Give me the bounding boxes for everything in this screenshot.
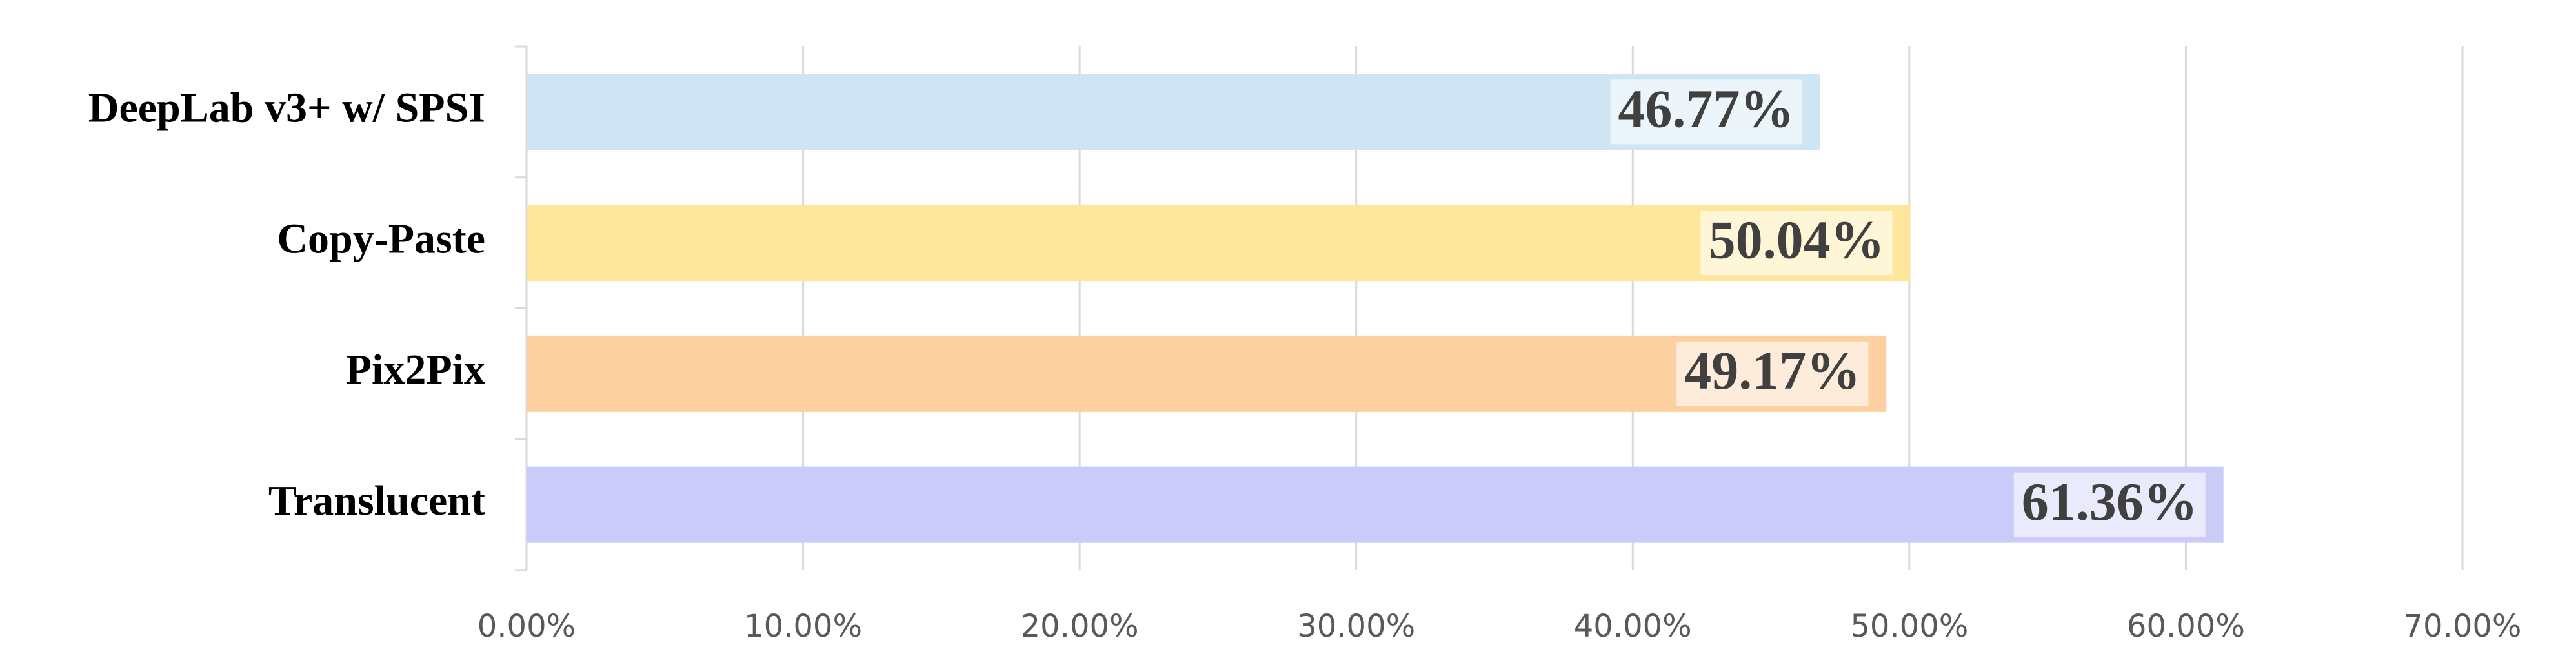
value-label-box — [1610, 79, 1802, 145]
value-label: 46.77% — [1618, 79, 1794, 139]
x-tick-label: 20.00% — [1021, 608, 1139, 644]
value-label-box — [1676, 341, 1869, 406]
x-tick-label: 10.00% — [744, 608, 862, 644]
y-tick-label: DeepLab v3+ w/ SPSI — [88, 85, 485, 132]
value-label: 61.36% — [2022, 472, 2198, 532]
x-tick-label: 30.00% — [1297, 608, 1415, 644]
bar — [527, 205, 1911, 282]
value-label-box — [1700, 211, 1893, 276]
x-tick-label: 0.00% — [478, 608, 576, 644]
x-tick-label: 40.00% — [1574, 608, 1692, 644]
bar — [527, 466, 2224, 543]
x-tick-label: 50.00% — [1850, 608, 1968, 644]
value-label: 50.04% — [1709, 210, 1885, 270]
y-tick-label: Pix2Pix — [346, 346, 485, 393]
x-tick-label: 60.00% — [2127, 608, 2245, 644]
y-tick-label: Copy-Paste — [277, 215, 485, 262]
value-label: 49.17% — [1684, 341, 1860, 401]
y-tick-label: Translucent — [268, 477, 485, 524]
bar — [527, 74, 1820, 150]
value-label-box — [2013, 472, 2206, 537]
bar — [527, 335, 1887, 412]
x-tick-label: 70.00% — [2403, 608, 2521, 644]
